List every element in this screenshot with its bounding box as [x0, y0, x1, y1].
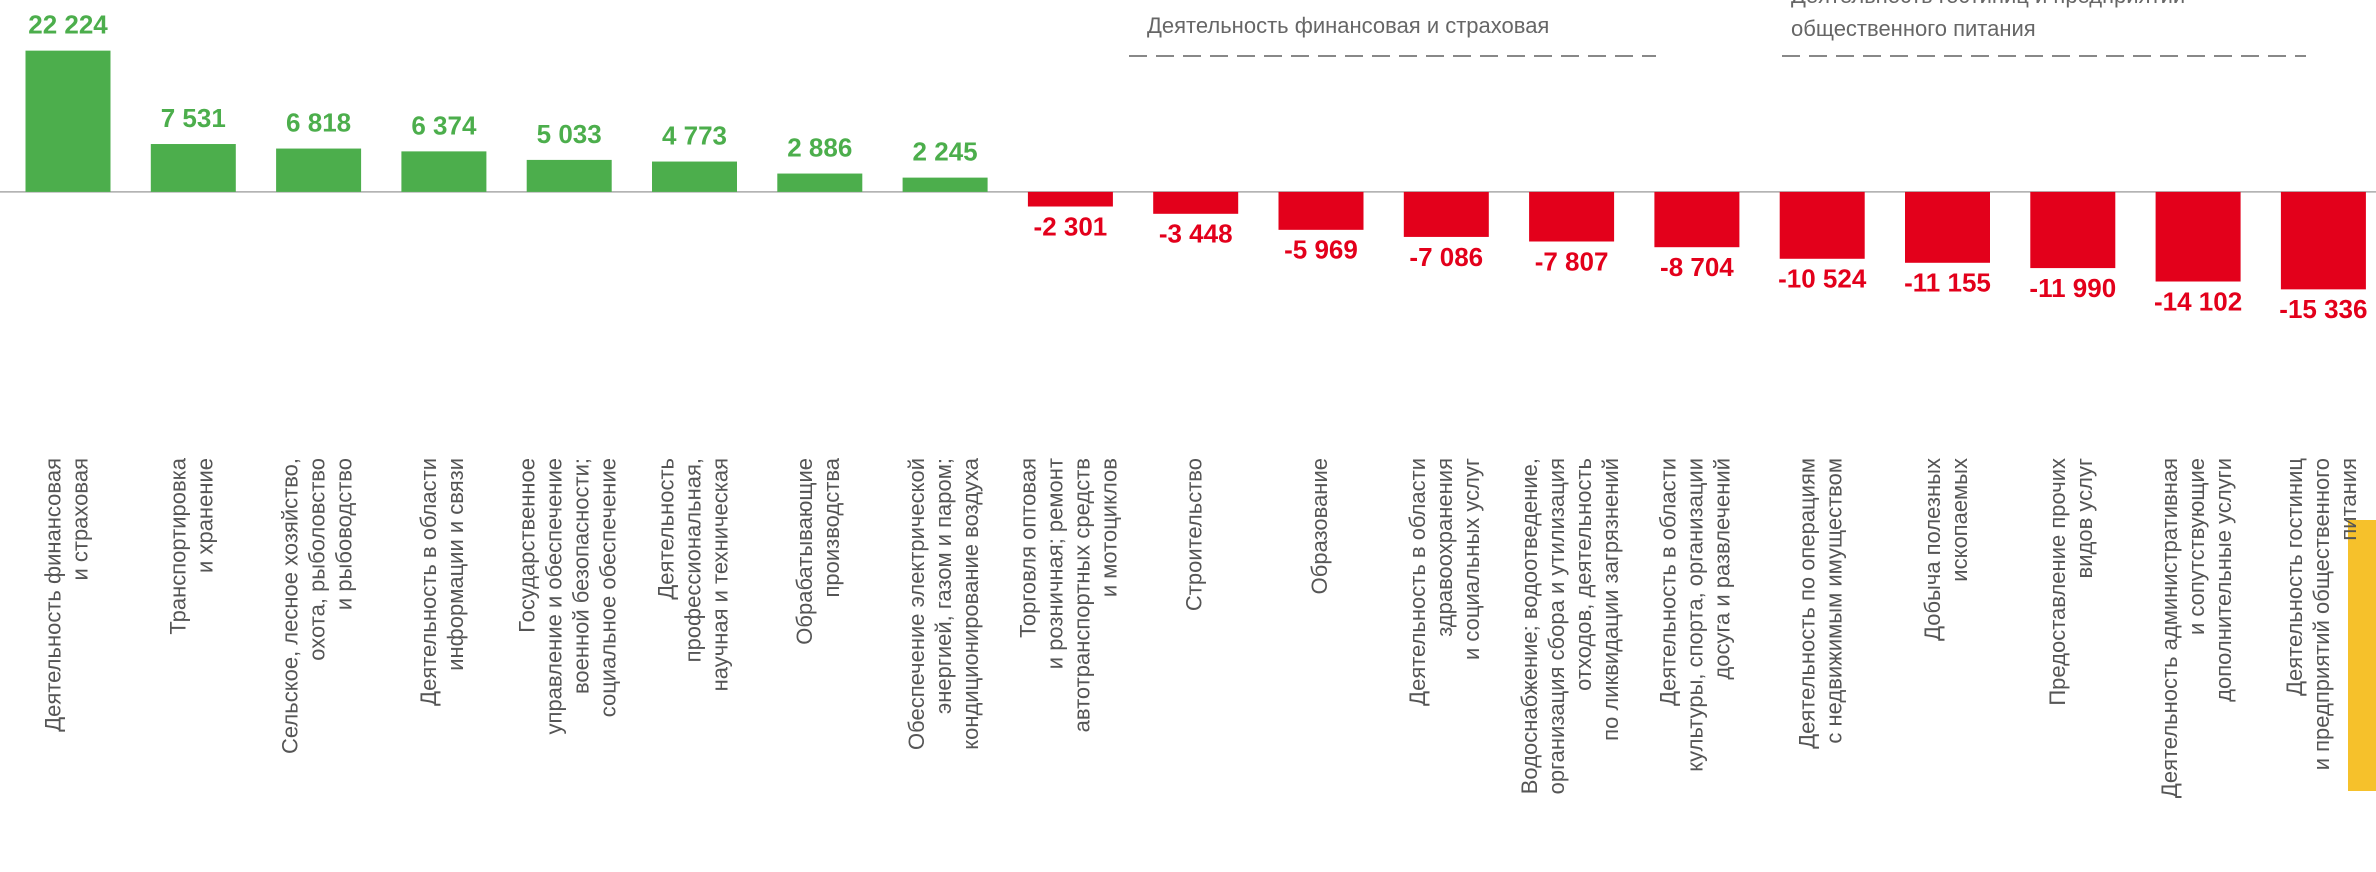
side-tab: [2348, 520, 2376, 791]
category-label: Сельское, лесное хозяйство,: [277, 458, 302, 754]
bar: [652, 162, 737, 192]
category-label: досуга и развлечений: [1710, 458, 1735, 680]
bar: [527, 160, 612, 192]
category-label: Обрабатывающие: [792, 458, 817, 645]
category-label: и сопутствующие: [2184, 458, 2209, 635]
value-label: 2 886: [787, 132, 852, 162]
category-label: Деятельность административная: [2157, 458, 2182, 798]
category-label: военной безопасности;: [569, 458, 594, 694]
bar: [401, 151, 486, 192]
value-label: -15 336: [2279, 294, 2367, 324]
category-label: и хранение: [193, 458, 218, 573]
value-label: -10 524: [1778, 264, 1867, 294]
category-label: Деятельность в области: [1656, 458, 1681, 706]
category-label: Деятельность по операциям: [1795, 458, 1820, 749]
value-label: -2 301: [1034, 211, 1108, 241]
bar: [1153, 192, 1238, 214]
chart: Деятельность финансовая и страховая Деяте…: [0, 0, 2376, 872]
value-label: -7 086: [1409, 242, 1483, 272]
value-label: 6 374: [411, 110, 477, 140]
category-label: дополнительные услуги: [2211, 458, 2236, 702]
category-label: Государственное: [515, 458, 540, 633]
bar: [2156, 192, 2241, 282]
category-label: Водоснабжение; водоотведение,: [1517, 458, 1542, 794]
bar: [1780, 192, 1865, 259]
value-label: 2 245: [913, 136, 978, 166]
bar: [1529, 192, 1614, 242]
category-label: Предоставление прочих: [2045, 458, 2070, 706]
bar: [276, 149, 361, 192]
value-label: -7 807: [1535, 246, 1609, 276]
value-label: 4 773: [662, 120, 727, 150]
category-label: Транспортировка: [166, 457, 191, 634]
category-label: охота, рыболовство: [304, 458, 329, 661]
category-label: информации и связи: [443, 458, 468, 671]
category-label: Обеспечение электрической: [904, 458, 929, 750]
category-label: по ликвидации загрязнений: [1598, 458, 1623, 741]
value-label: -3 448: [1159, 219, 1233, 249]
category-label: профессиональная,: [680, 458, 705, 662]
category-label: кондиционирование воздуха: [958, 457, 983, 750]
bar: [2030, 192, 2115, 268]
category-label: культуры, спорта, организации: [1683, 458, 1708, 772]
bar: [2281, 192, 2366, 289]
category-label: Торговля оптовая: [1016, 458, 1041, 638]
category-label: производства: [819, 457, 844, 597]
bar: [26, 51, 111, 192]
category-label: и мотоциклов: [1097, 458, 1122, 597]
category-label: ископаемых: [1947, 458, 1972, 582]
annotation: Деятельность гостиниц и предприятий: [1791, 0, 2185, 8]
bar: [1279, 192, 1364, 230]
category-label: Образование: [1307, 458, 1332, 594]
value-label: -11 990: [2029, 273, 2116, 303]
category-label: и социальных услуг: [1459, 458, 1484, 660]
category-label: Деятельность гостиниц: [2282, 458, 2307, 696]
value-label: 5 033: [537, 119, 602, 149]
category-label: автотранспортных средств: [1070, 458, 1095, 732]
bar: [151, 144, 236, 192]
category-label: здравоохранения: [1432, 458, 1457, 637]
bar: [1654, 192, 1739, 247]
value-label: 22 224: [28, 10, 108, 40]
value-label: -14 102: [2154, 286, 2242, 316]
bar: [903, 178, 988, 192]
category-label: социальное обеспечение: [596, 458, 621, 717]
bar: [1404, 192, 1489, 237]
annotation: Деятельность финансовая и страховая: [1147, 13, 1549, 38]
category-label: управление и обеспечение: [542, 458, 567, 734]
category-label: питания: [2336, 458, 2361, 541]
annotation: общественного питания: [1791, 16, 2036, 41]
category-label: с недвижимым имуществом: [1822, 458, 1847, 744]
value-label: -8 704: [1660, 252, 1734, 282]
category-label: Деятельность в области: [1405, 458, 1430, 706]
value-label: -5 969: [1284, 235, 1358, 265]
category-label: Деятельность в области: [416, 458, 441, 706]
category-label: и предприятий общественного: [2309, 458, 2334, 770]
category-label: Деятельность финансовая: [40, 458, 65, 732]
category-label: и розничная; ремонт: [1043, 458, 1068, 669]
bar: [1028, 192, 1113, 207]
category-label: энергией, газом и паром;: [931, 458, 956, 714]
category-label: видов услуг: [2072, 458, 2097, 578]
value-label: 7 531: [161, 103, 226, 133]
category-label: научная и техническая: [707, 458, 732, 691]
category-label: Деятельность: [653, 458, 678, 600]
category-label: Добыча полезных: [1920, 458, 1945, 641]
category-label: и рыбоводство: [331, 458, 356, 610]
category-label: Строительство: [1182, 458, 1207, 611]
bar: [777, 174, 862, 192]
category-label: и страховая: [67, 458, 92, 581]
value-label: -11 155: [1904, 268, 1991, 298]
category-label: отходов, деятельность: [1571, 458, 1596, 691]
category-label: организация сбора и утилизация: [1544, 458, 1569, 794]
value-label: 6 818: [286, 107, 351, 137]
bar: [1905, 192, 1990, 263]
